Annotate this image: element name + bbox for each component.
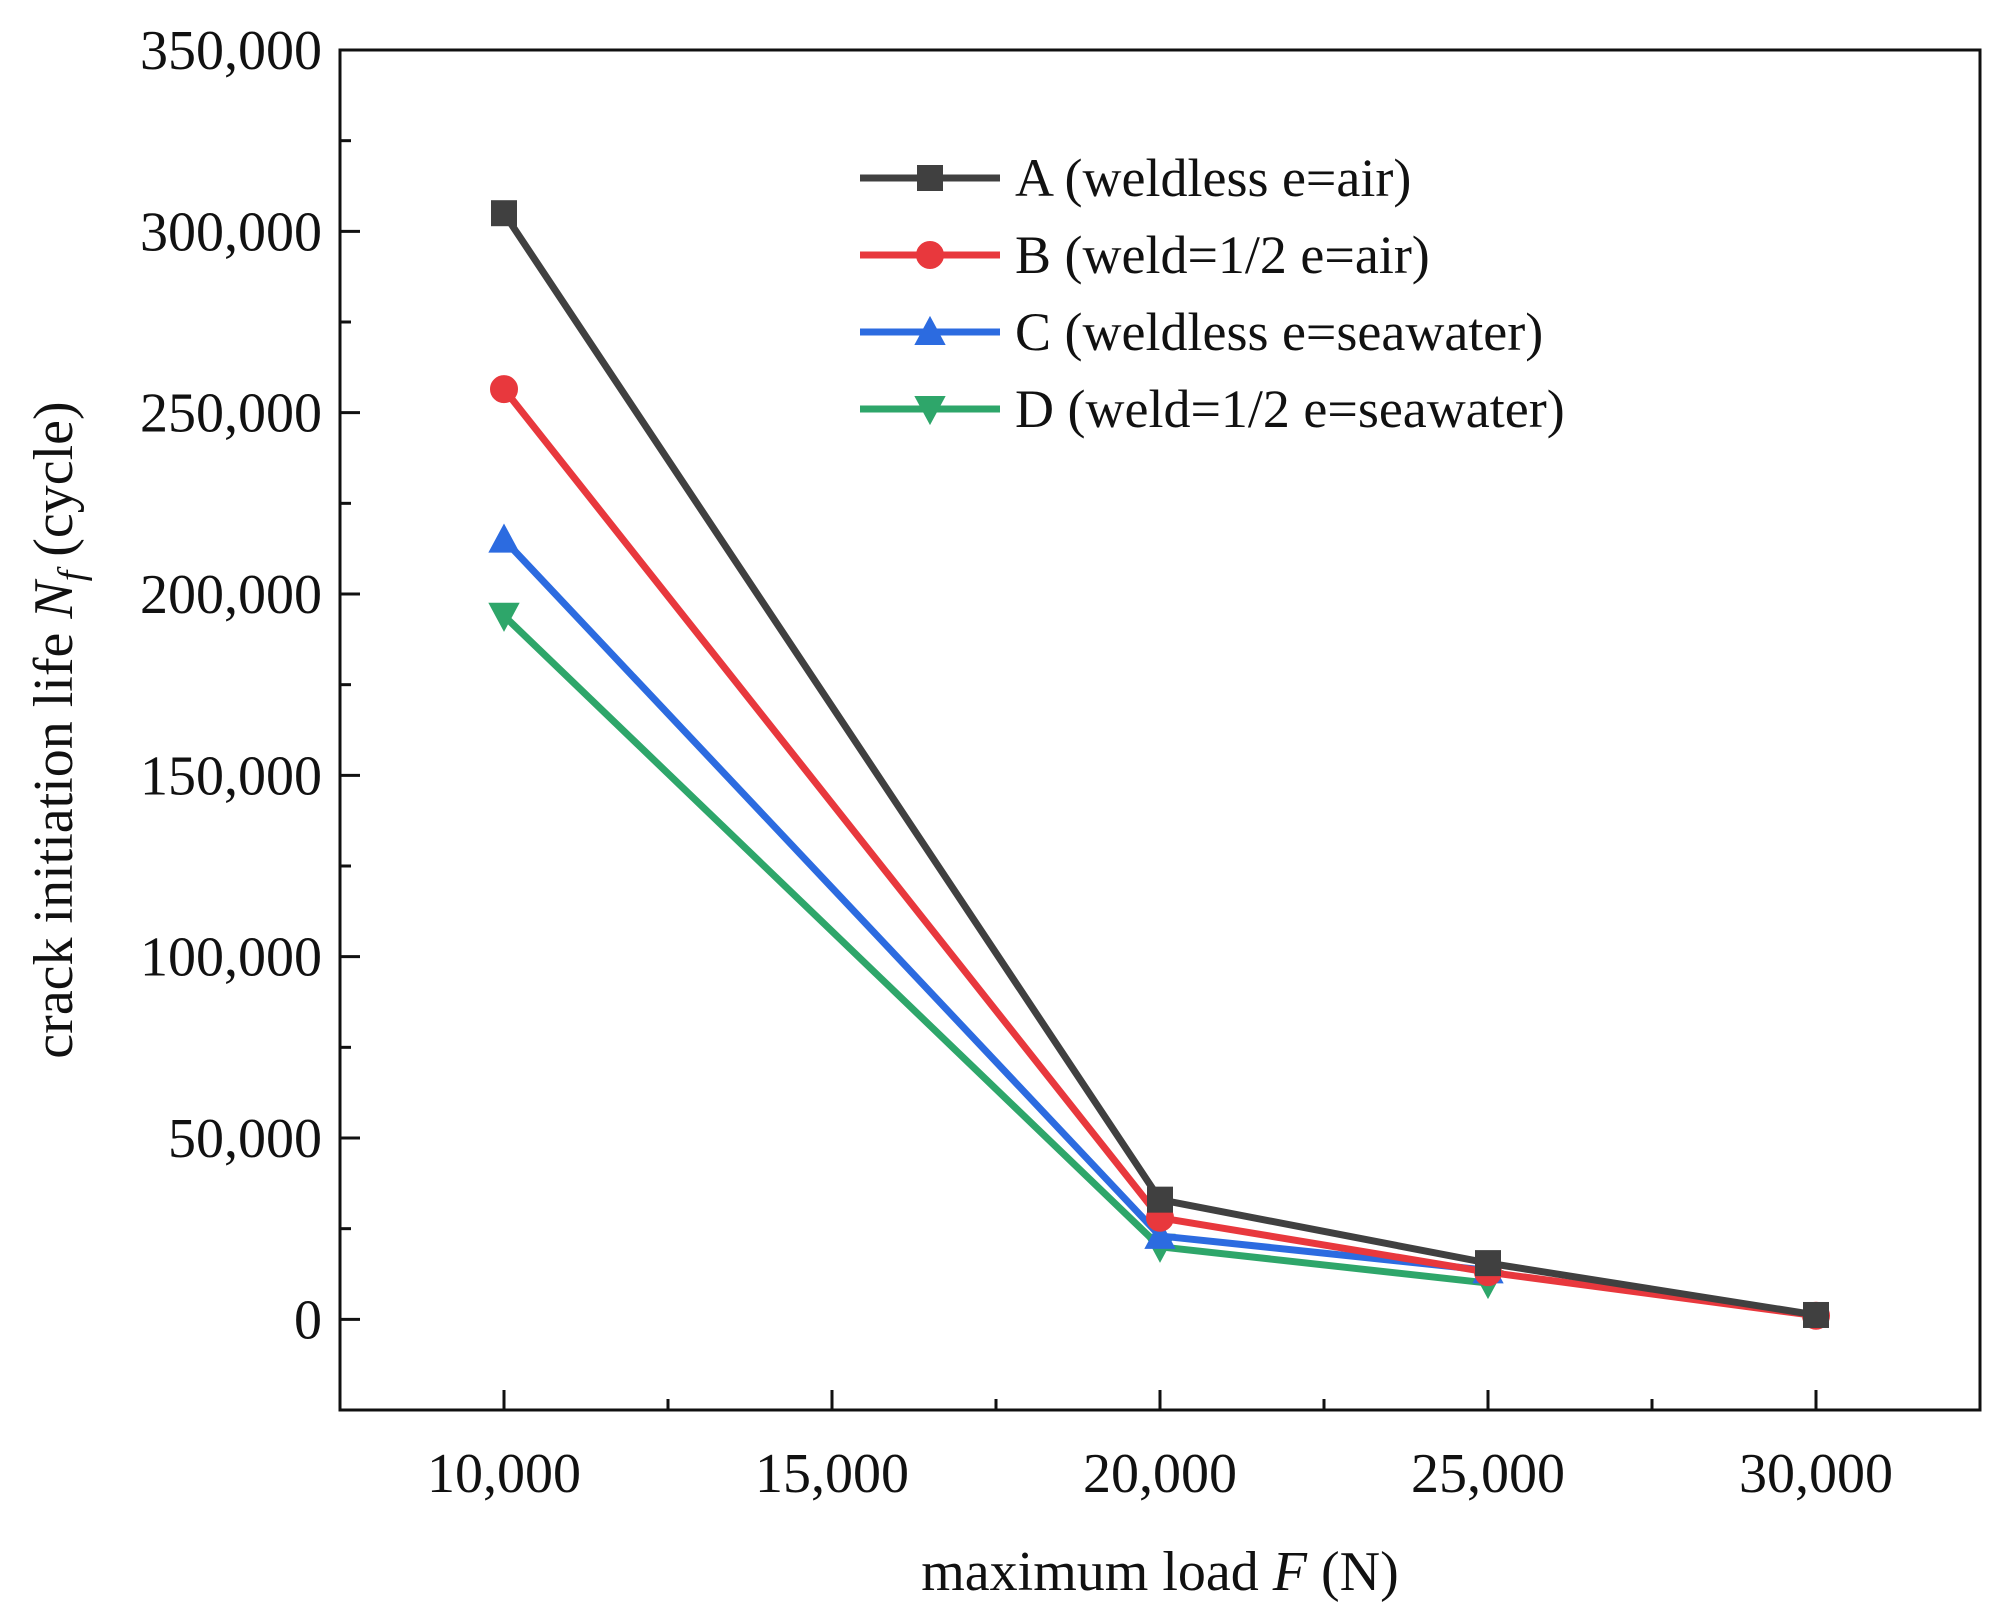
y-tick-label: 100,000 (140, 927, 322, 989)
y-axis-title: crack initiation life Nf (cycle) (23, 401, 93, 1058)
x-tick-label: 25,000 (1411, 1443, 1565, 1505)
legend-label: B (weld=1/2 e=air) (1015, 225, 1430, 285)
data-point (490, 375, 518, 404)
y-tick-label: 350,000 (140, 20, 322, 82)
y-tick-label: 200,000 (140, 564, 322, 626)
x-tick-label: 30,000 (1739, 1443, 1893, 1505)
data-point (1803, 1301, 1829, 1328)
legend-item: D (weld=1/2 e=seawater) (860, 379, 1565, 439)
axis-ticks: 10,000 15,000 20,000 25,000 30,000 0 50,000 100… (140, 20, 1893, 1505)
legend-item: A (weldless e=air) (860, 148, 1411, 208)
x-tick-label: 15,000 (755, 1443, 909, 1505)
legend-item: C (weldless e=seawater) (860, 302, 1543, 362)
series-layer (488, 200, 1830, 1330)
x-tick-label: 10,000 (427, 1443, 581, 1505)
data-point (488, 602, 520, 632)
legend-marker (916, 241, 944, 269)
x-tick-label: 20,000 (1083, 1443, 1237, 1505)
y-tick-label: 300,000 (140, 201, 322, 263)
y-tick-label: 50,000 (168, 1108, 322, 1170)
y-tick-label: 150,000 (140, 745, 322, 807)
data-point (1475, 1250, 1501, 1277)
legend-item: B (weld=1/2 e=air) (860, 225, 1430, 285)
legend-marker (914, 315, 946, 345)
series-line (500, 385, 1820, 1320)
legend-label: D (weld=1/2 e=seawater) (1015, 379, 1565, 439)
data-point (1144, 1219, 1176, 1249)
legend-marker (917, 165, 943, 191)
x-axis-title: maximum load F (N) (921, 1541, 1398, 1603)
y-tick-label: 0 (294, 1289, 322, 1351)
data-point (488, 523, 520, 553)
plot-frame (338, 48, 1982, 1412)
legend: A (weldless e=air) B (weld=1/2 e=air) C (w… (860, 148, 1565, 439)
series-a (491, 200, 1829, 1328)
legend-label: A (weldless e=air) (1015, 148, 1411, 208)
series-line (500, 209, 1820, 1319)
data-point (491, 200, 517, 227)
y-tick-label: 250,000 (140, 383, 322, 445)
legend-marker (914, 396, 946, 426)
legend-label: C (weldless e=seawater) (1015, 302, 1543, 362)
data-point (1147, 1186, 1173, 1213)
